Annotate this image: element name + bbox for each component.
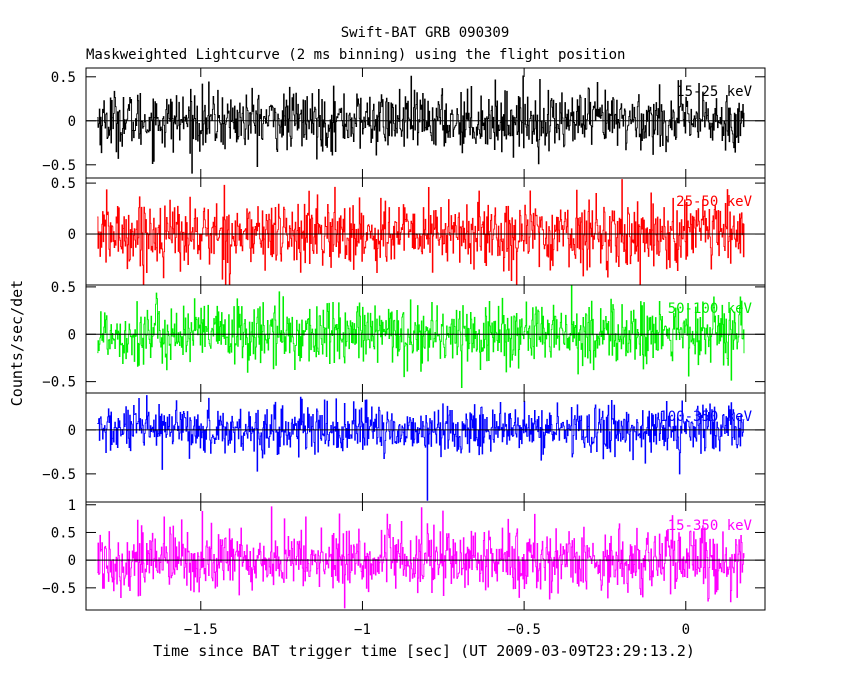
y-tick-label: 0	[68, 227, 76, 243]
x-tick-label: −1.5	[184, 622, 218, 638]
chart-title: Swift-BAT GRB 090309	[341, 25, 510, 41]
band-label-3: 50-100 keV	[668, 301, 753, 317]
panel-5: −0.5 0 0.5 1 15-350 keV	[42, 498, 766, 611]
panel-2: 0 0.5 25-50 keV	[51, 176, 766, 286]
y-tick-label: −0.5	[42, 581, 76, 597]
x-tick-label: −0.5	[507, 622, 541, 638]
series-trace-4	[97, 395, 745, 501]
panel-frame	[85, 501, 766, 611]
x-axis-label: Time since BAT trigger time [sec] (UT 20…	[153, 642, 695, 660]
y-tick-label: 0.5	[51, 176, 76, 192]
y-tick-label: −0.5	[42, 375, 76, 391]
y-tick-label: 0	[68, 327, 76, 343]
band-label-5: 15-350 keV	[668, 518, 753, 534]
y-tick-label: 0	[68, 553, 76, 569]
y-axis-label: Counts/sec/det	[8, 280, 26, 406]
series-trace-2	[97, 179, 745, 285]
panel-4: −0.5 0 100-350 keV	[42, 392, 766, 503]
y-tick-label: −0.5	[42, 467, 76, 483]
x-tick-label: 0	[682, 622, 690, 638]
panel-3: −0.5 0 0.5 50-100 keV	[42, 280, 766, 394]
y-tick-label: −0.5	[42, 158, 76, 174]
band-label-4: 100-350 keV	[659, 409, 752, 425]
band-label-2: 25-50 keV	[676, 194, 752, 210]
series-trace-5	[97, 506, 745, 609]
series-trace-1	[97, 75, 745, 174]
band-label-1: 15-25 keV	[676, 84, 752, 100]
y-tick-label: 0.5	[51, 280, 76, 296]
series-trace-3	[97, 285, 745, 389]
panel-1: −0.5 0 0.5 15-25 keV	[42, 67, 766, 179]
y-tick-label: 0	[68, 114, 76, 130]
y-tick-label: 0	[68, 423, 76, 439]
chart-subtitle: Maskweighted Lightcurve (2 ms binning) u…	[86, 47, 625, 63]
panel-stack: −0.5 0 0.5 15-25 keV 0 0.5 25-50 keV −0.5 0 0.5 50…	[42, 67, 766, 638]
y-tick-label: 1	[68, 498, 76, 514]
y-tick-label: 0.5	[51, 70, 76, 86]
y-tick-label: 0.5	[51, 525, 76, 541]
x-tick-label: −1	[354, 622, 371, 638]
